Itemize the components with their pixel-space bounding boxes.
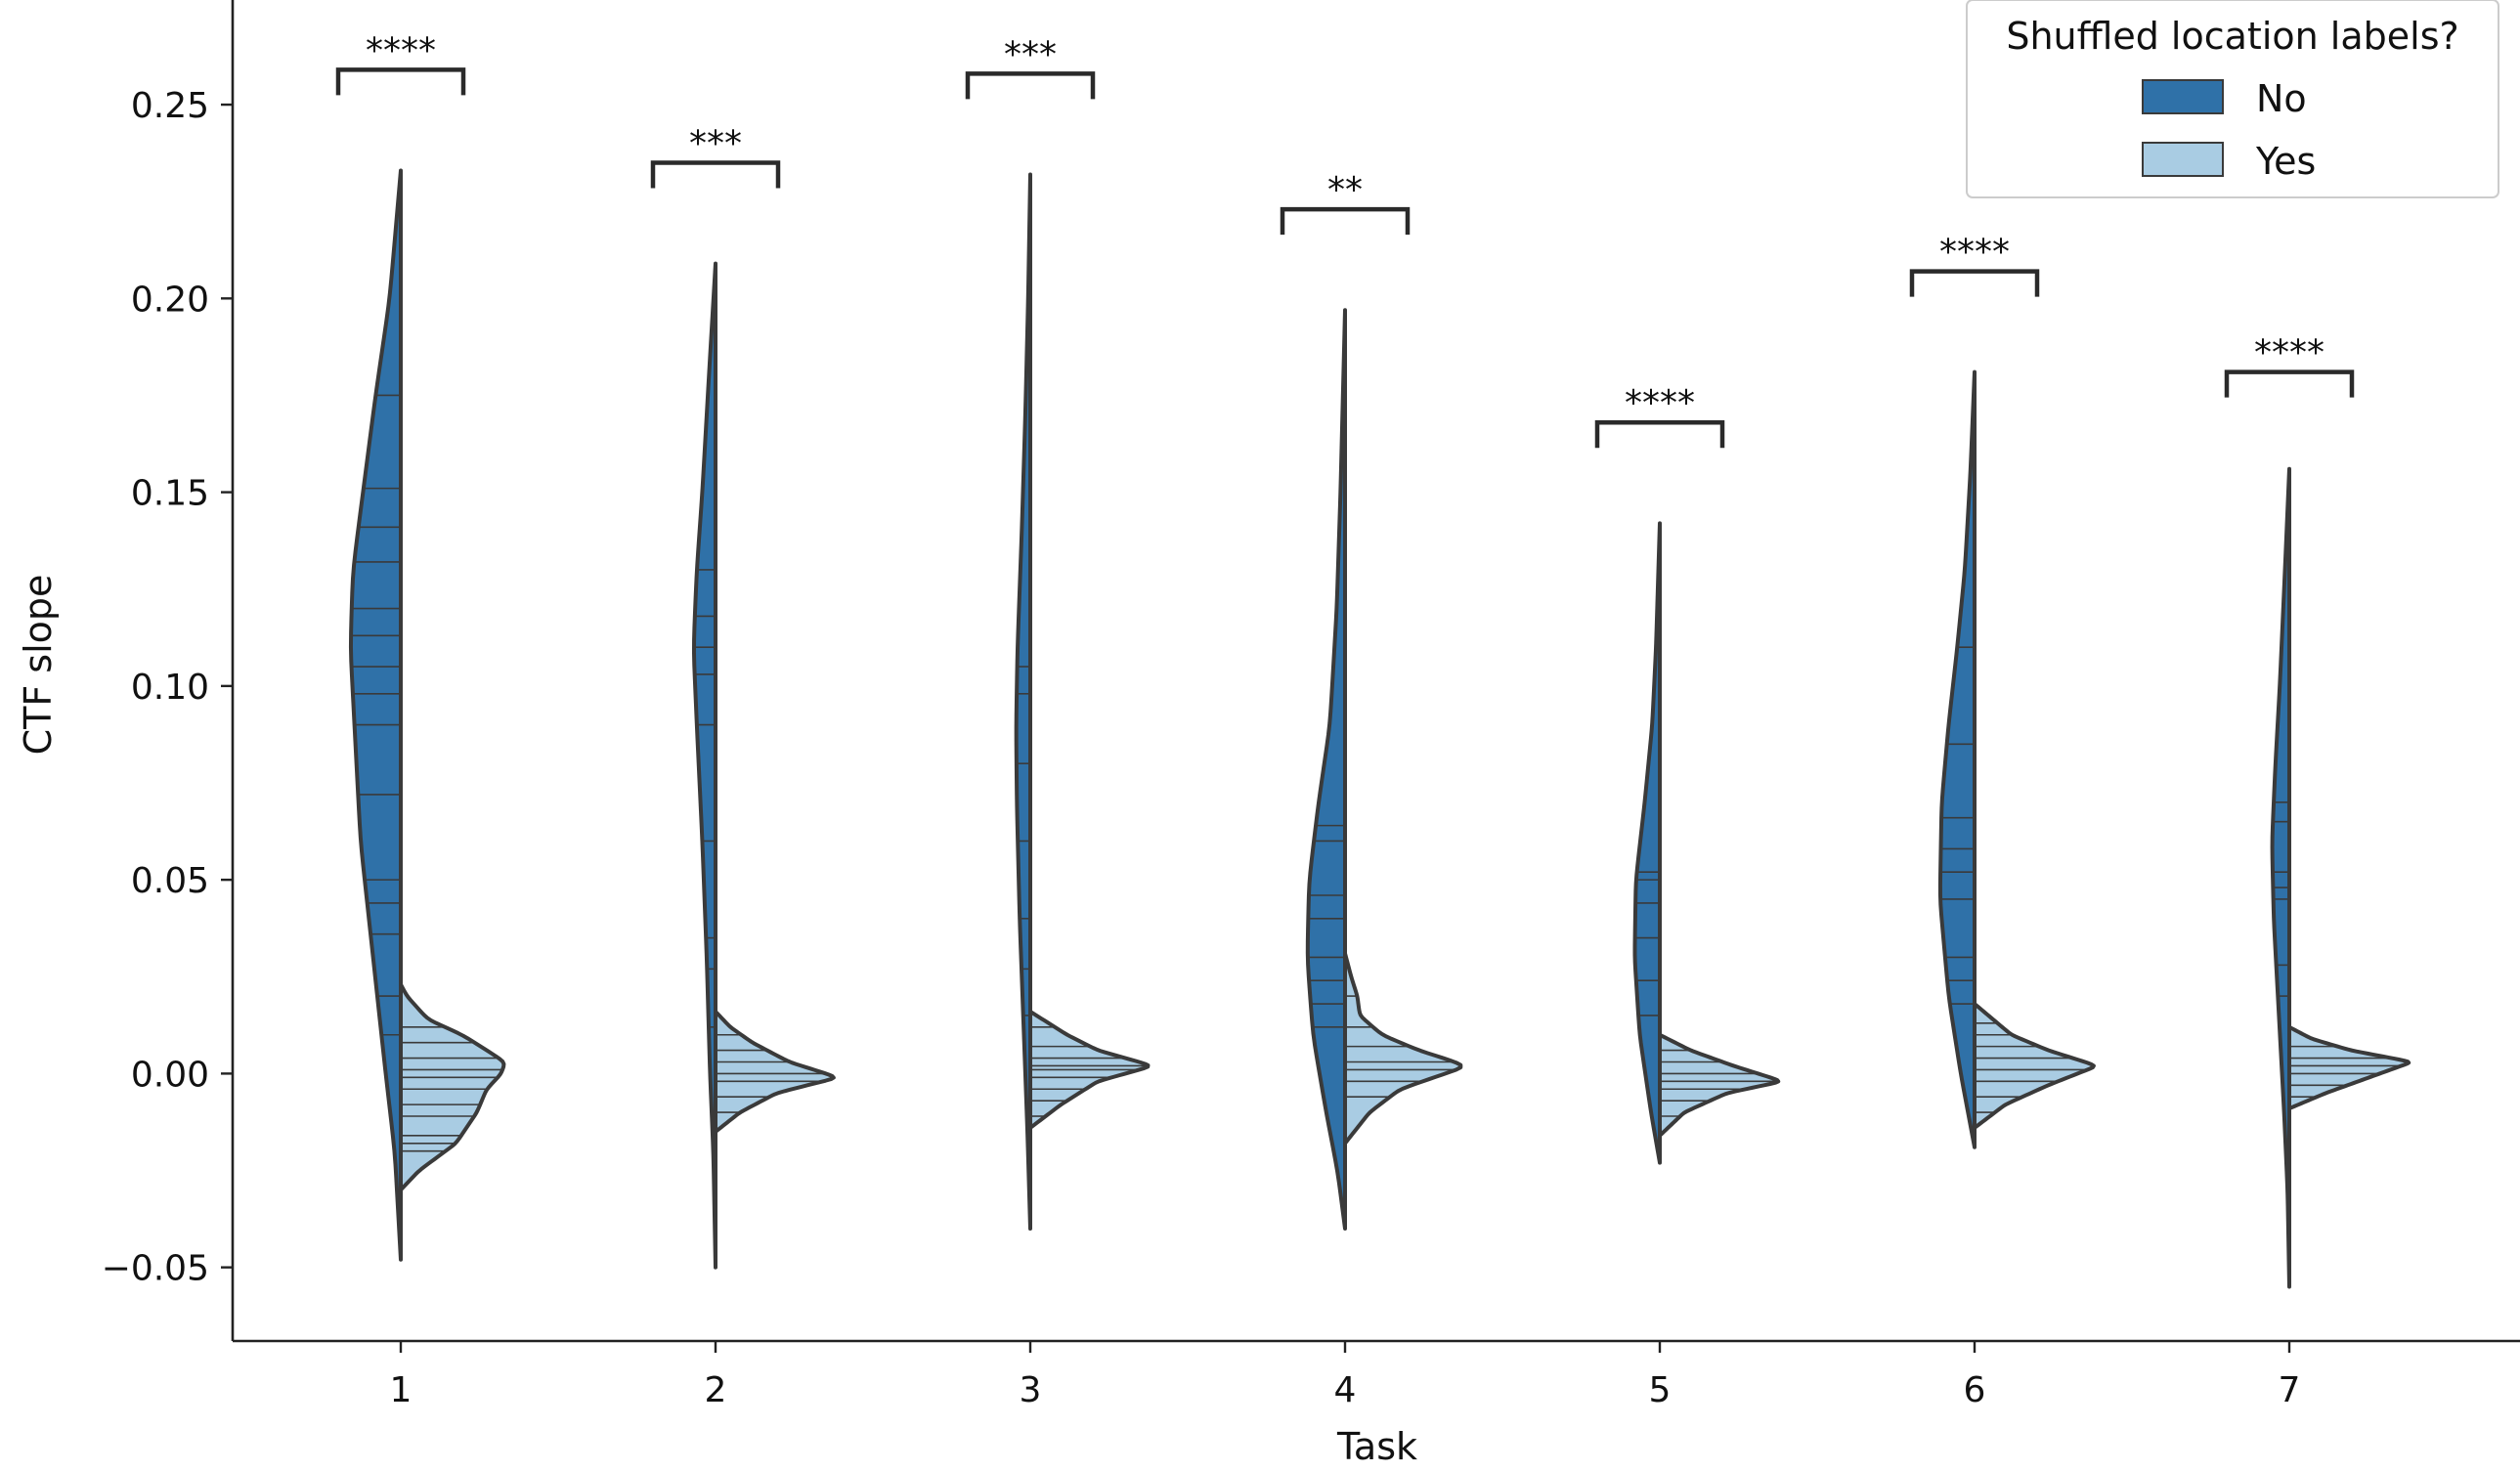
- bracket-task-7: ****: [2224, 333, 2355, 398]
- legend-swatch-yes: [2142, 142, 2224, 177]
- bracket-task-5: ****: [1594, 383, 1725, 449]
- violin-yes-task-2: [714, 1009, 836, 1134]
- y-tick-label: 0.25: [131, 86, 209, 126]
- violin-body: [2287, 1024, 2411, 1111]
- bracket-line: [2224, 369, 2355, 398]
- significance-label: ***: [689, 124, 742, 164]
- violin-yes-task-1: [399, 982, 506, 1192]
- violin-no-task-4: [1305, 308, 1347, 1232]
- violin-body: [714, 1009, 836, 1134]
- legend-frame: [1966, 0, 2499, 198]
- violin-body: [1014, 172, 1032, 1232]
- violin-yes-task-4: [1343, 951, 1463, 1146]
- x-tick-label: 3: [1020, 1370, 1042, 1410]
- x-tick-label: 4: [1334, 1370, 1357, 1410]
- legend-label-no: No: [2256, 77, 2307, 120]
- y-tick-label: 0.05: [131, 861, 209, 901]
- legend-title: Shuffled location labels?: [2006, 15, 2458, 58]
- violin-no-task-5: [1632, 521, 1662, 1165]
- x-axis-label: Task: [1336, 1425, 1417, 1467]
- violin-no-task-3: [1014, 172, 1032, 1232]
- violin-body: [2270, 466, 2291, 1289]
- y-tick-label: 0.20: [131, 280, 209, 320]
- significance-annotations: ************************: [335, 30, 2355, 449]
- bracket-task-6: ****: [1909, 233, 2040, 297]
- violin-yes-task-6: [1973, 1002, 2096, 1130]
- y-ticks: −0.05 0.00 0.05 0.10 0.15 0.20 0.25: [102, 86, 233, 1289]
- violin-body: [1658, 1032, 1781, 1138]
- violin-no-task-2: [691, 261, 717, 1270]
- significance-label: ****: [2254, 333, 2324, 373]
- significance-label: ****: [1625, 383, 1695, 423]
- significance-label: **: [1327, 170, 1363, 210]
- bracket-line: [1280, 206, 1411, 236]
- x-tick-label: 7: [2279, 1370, 2301, 1410]
- y-tick-label: −0.05: [102, 1249, 209, 1289]
- violin-body: [348, 168, 403, 1262]
- violin-yes-task-7: [2287, 1024, 2411, 1111]
- legend: Shuffled location labels? No Yes: [1966, 0, 2499, 198]
- bracket-task-3: ***: [965, 34, 1096, 100]
- bracket-task-2: ***: [650, 124, 781, 189]
- legend-label-yes: Yes: [2255, 140, 2316, 183]
- violin-body: [1305, 308, 1347, 1232]
- violin-no-task-6: [1937, 369, 1977, 1149]
- violins-layer: [348, 168, 2411, 1289]
- violin-body: [399, 982, 506, 1192]
- bracket-task-1: ****: [335, 30, 466, 96]
- violin-body: [691, 261, 717, 1270]
- y-tick-label: 0.15: [131, 474, 209, 514]
- y-tick-label: 0.00: [131, 1055, 209, 1095]
- bracket-line: [335, 67, 466, 96]
- x-tick-label: 2: [705, 1370, 727, 1410]
- violin-body: [1632, 521, 1662, 1165]
- bracket-line: [1909, 269, 2040, 297]
- bracket-line: [965, 71, 1096, 100]
- significance-label: ****: [366, 30, 436, 70]
- bracket-line: [650, 160, 781, 189]
- axes: [231, 0, 2520, 1343]
- violin-no-task-7: [2270, 466, 2291, 1289]
- violin-body: [1343, 951, 1463, 1146]
- significance-label: ***: [1004, 34, 1057, 74]
- bracket-task-4: **: [1280, 170, 1411, 236]
- violin-body: [1937, 369, 1977, 1149]
- violin-no-task-1: [348, 168, 403, 1262]
- legend-swatch-no: [2142, 79, 2224, 114]
- violin-yes-task-5: [1658, 1032, 1781, 1138]
- bracket-line: [1594, 419, 1725, 449]
- x-ticks: 1 2 3 4 5 6 7: [390, 1341, 2301, 1410]
- x-tick-label: 5: [1649, 1370, 1672, 1410]
- significance-label: ****: [1939, 233, 2010, 273]
- violin-yes-task-3: [1028, 1009, 1151, 1130]
- y-axis-label: CTF slope: [17, 575, 60, 756]
- y-tick-label: 0.10: [131, 668, 209, 708]
- x-tick-label: 1: [390, 1370, 413, 1410]
- x-tick-label: 6: [1964, 1370, 1986, 1410]
